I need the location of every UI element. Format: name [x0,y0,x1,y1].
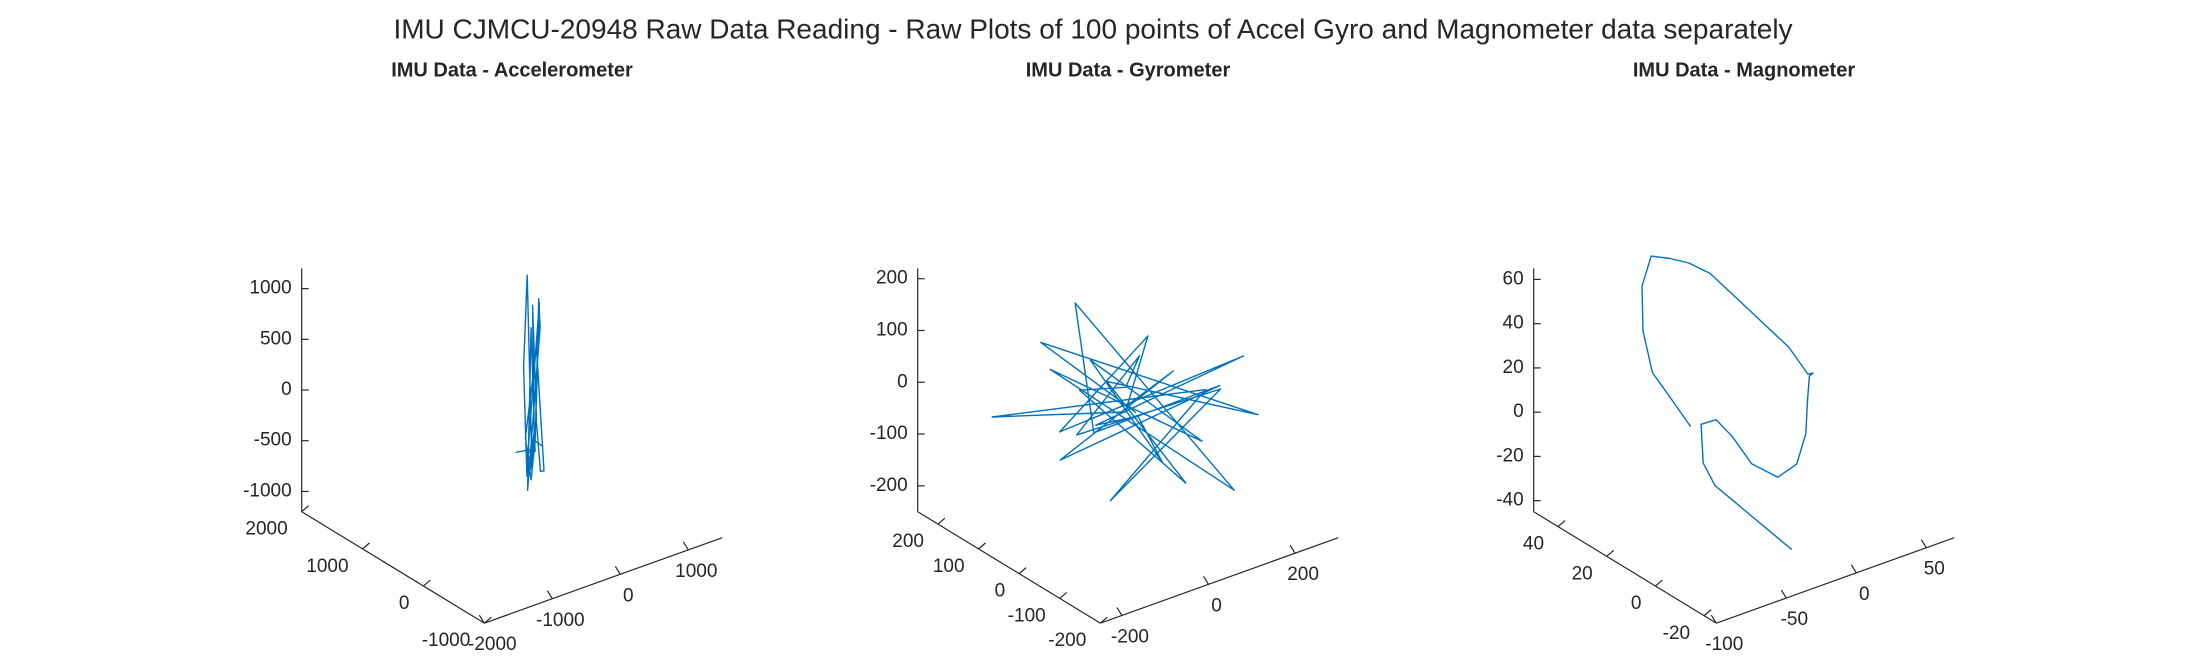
y-tick [483,616,492,624]
y-tick [1059,591,1068,599]
y-tick [362,542,370,550]
z-tick-label: 0 [1513,401,1524,422]
x-tick [1780,589,1787,599]
data-line [515,274,545,491]
y-tick-label: 40 [1523,534,1544,555]
y-tick [423,579,431,587]
x-tick [546,590,553,600]
x-axis [1100,537,1339,624]
x-tick-label: 0 [1859,584,1870,605]
x-tick-label: -50 [1781,609,1808,630]
y-tick [1099,616,1108,624]
y-tick-label: 0 [399,593,410,614]
y-tick-label: -100 [1008,605,1046,626]
subplot-title: IMU Data - Accelerometer [391,59,633,81]
x-tick-label: 0 [1211,595,1222,616]
y-tick [937,517,946,525]
x-tick [1116,607,1123,616]
y-tick-label: 0 [1631,593,1642,614]
x-tick [478,614,485,624]
y-tick-label: 2000 [245,519,287,540]
z-tick-label: 200 [876,268,908,289]
subplot-title: IMU Data - Magnometer [1633,59,1855,81]
x-tick-label: -2000 [468,634,517,655]
y-tick-label: -20 [1663,623,1690,644]
subplot-title: IMU Data - Gyrometer [1026,59,1231,81]
x-tick [614,565,621,575]
z-tick-label: 1000 [249,278,291,299]
y-axis [917,511,1101,624]
z-tick-label: 60 [1503,268,1524,289]
z-tick-label: -100 [870,423,908,444]
y-tick [301,505,310,513]
y-tick [1655,579,1663,587]
y-axis [301,511,485,624]
y-tick [1606,549,1615,557]
y-axis [1533,511,1717,624]
z-tick-label: 40 [1503,313,1524,334]
y-tick-label: 1000 [306,556,348,577]
y-tick [978,542,986,550]
y-tick-label: -1000 [422,630,471,651]
x-axis [1716,537,1955,624]
x-tick-label: -1000 [536,610,585,631]
y-tick-label: 100 [933,556,965,577]
x-tick [682,541,689,551]
z-tick-label: 100 [876,320,908,341]
x-tick-label: 0 [623,585,634,606]
x-tick-label: 200 [1287,564,1319,585]
y-tick-label: 0 [995,581,1006,602]
figure-title: IMU CJMCU-20948 Raw Data Reading - Raw P… [393,13,1792,44]
y-tick [1703,609,1712,617]
z-tick-label: -1000 [243,480,292,501]
x-axis [484,537,723,624]
x-tick [1920,539,1927,549]
y-tick-label: 200 [892,531,924,552]
z-tick-label: -20 [1496,445,1523,466]
x-tick [1289,544,1296,554]
x-tick-label: 50 [1924,559,1945,580]
z-tick-label: 500 [260,328,292,349]
x-tick-label: -200 [1111,626,1149,647]
x-tick [1850,564,1857,574]
x-tick [1202,575,1210,585]
z-tick-label: 20 [1503,357,1524,378]
z-tick-label: 0 [897,371,908,392]
z-tick-label: 0 [281,379,292,400]
y-tick-label: 20 [1572,563,1593,584]
data-line [1641,255,1814,551]
z-tick-label: -500 [254,430,292,451]
x-tick [1710,614,1717,624]
z-tick-label: -200 [870,475,908,496]
y-tick [1018,567,1027,575]
y-tick [1557,520,1566,528]
x-tick-label: 1000 [675,561,717,582]
y-tick-label: -200 [1048,630,1086,651]
data-line [991,302,1259,502]
z-tick-label: -40 [1496,490,1523,511]
x-tick-label: -100 [1705,634,1743,655]
